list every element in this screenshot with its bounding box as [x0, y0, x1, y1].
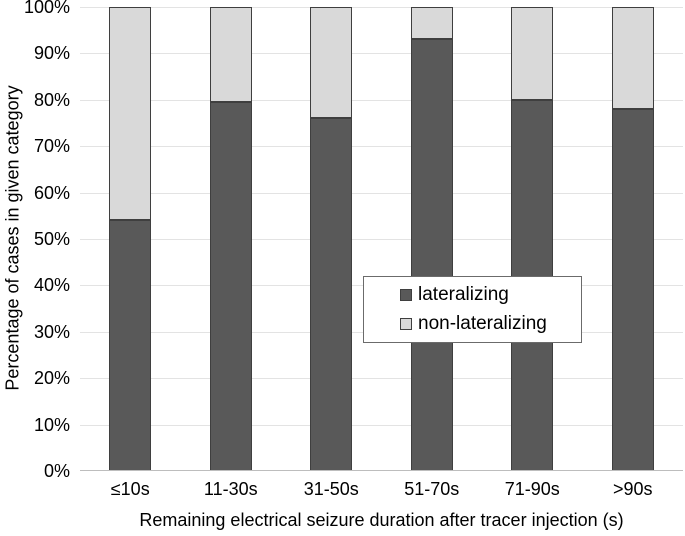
- y-tick-label: 40%: [33, 275, 70, 296]
- bar-segment-non-lateralizing: [109, 7, 152, 221]
- y-tick-label: 70%: [33, 136, 70, 157]
- y-tick-label: 90%: [33, 43, 70, 64]
- bar-31-50s: [310, 7, 353, 471]
- bar-segment-lateralizing: [209, 102, 252, 471]
- x-axis-title: Remaining electrical seizure duration af…: [139, 510, 624, 530]
- bar-segment-non-lateralizing: [310, 7, 353, 119]
- gridline: [80, 378, 683, 380]
- y-tick-label: 60%: [33, 182, 70, 203]
- gridline: [80, 99, 683, 101]
- bar-71-90s: [511, 7, 554, 471]
- y-tick-label: 100%: [23, 0, 70, 17]
- bar-segment-lateralizing: [109, 220, 152, 471]
- x-tick-label: ≤10s: [110, 479, 150, 499]
- legend: lateralizing non-lateralizing: [363, 276, 582, 343]
- gridline: [80, 239, 683, 240]
- gridline: [80, 7, 683, 8]
- x-axis-line: [80, 470, 683, 471]
- x-tick-label: 51-70s: [404, 479, 460, 499]
- bar-≤10s: [109, 7, 152, 471]
- y-tick-label: 50%: [33, 229, 70, 249]
- y-tick-label: 0%: [43, 461, 70, 481]
- bar-segment-non-lateralizing: [410, 7, 453, 40]
- y-tick-label: 10%: [33, 414, 70, 435]
- legend-label-lateralizing: lateralizing: [418, 284, 509, 306]
- bar-11-30s: [209, 7, 252, 471]
- x-tick-label: 11-30s: [203, 479, 258, 499]
- y-tick-label: 80%: [33, 89, 70, 110]
- gridline: [80, 53, 683, 55]
- bar-segment-non-lateralizing: [611, 7, 654, 110]
- non-lateralizing-swatch-icon: [400, 317, 412, 330]
- gridline: [80, 424, 683, 426]
- bar-segment-lateralizing: [611, 109, 654, 471]
- bar-51-70s: [410, 7, 453, 471]
- bar-segment-lateralizing: [410, 39, 453, 471]
- x-tick-label: 31-50s: [303, 479, 359, 499]
- legend-item-non-lateralizing: non-lateralizing: [400, 313, 581, 335]
- bar-segment-lateralizing: [310, 118, 353, 471]
- x-tick-label: 71-90s: [504, 479, 560, 499]
- lateralizing-swatch-icon: [400, 289, 412, 302]
- bar->90s: [611, 7, 654, 471]
- y-tick-label: 30%: [33, 321, 70, 342]
- legend-item-lateralizing: lateralizing: [400, 284, 581, 306]
- plot-area: [80, 7, 683, 471]
- gridline: [80, 146, 683, 148]
- bar-segment-non-lateralizing: [209, 7, 252, 103]
- bar-segment-non-lateralizing: [511, 7, 554, 100]
- gridline: [80, 192, 683, 194]
- x-tick-label: >90s: [612, 479, 653, 499]
- legend-label-non-lateralizing: non-lateralizing: [418, 312, 547, 334]
- y-tick-label: 20%: [33, 368, 70, 389]
